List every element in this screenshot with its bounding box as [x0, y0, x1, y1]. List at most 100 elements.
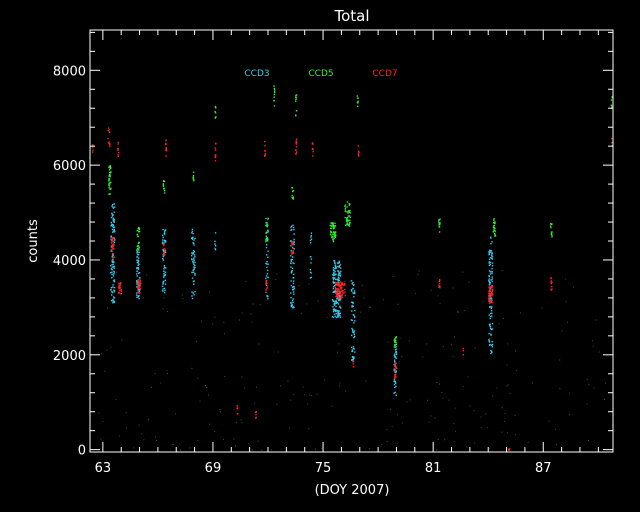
data-point [193, 242, 195, 245]
faint-point [507, 384, 509, 386]
data-point [353, 357, 355, 359]
data-point [332, 223, 334, 225]
faint-point [321, 448, 323, 450]
data-point [137, 228, 139, 230]
faint-point [381, 443, 383, 445]
data-point [113, 237, 115, 239]
data-point [462, 354, 464, 356]
data-point [194, 237, 196, 240]
data-point [332, 286, 335, 288]
data-point [336, 316, 338, 318]
data-point [336, 298, 338, 300]
data-point [488, 292, 490, 295]
data-point [347, 212, 349, 214]
data-point [492, 293, 494, 295]
faint-point [257, 440, 259, 442]
faint-point [448, 399, 450, 401]
data-point [394, 364, 396, 367]
data-point [266, 254, 268, 256]
data-point [490, 298, 493, 300]
data-point [108, 141, 110, 143]
data-point [191, 259, 193, 261]
data-point [335, 289, 337, 291]
data-point [339, 264, 342, 266]
data-point [489, 298, 492, 301]
data-point [113, 297, 116, 299]
faint-point [223, 438, 225, 440]
data-point [273, 89, 276, 91]
data-point [353, 290, 356, 292]
data-point [137, 268, 140, 270]
data-point [490, 295, 492, 297]
data-point [215, 116, 217, 118]
data-point [344, 209, 347, 211]
data-point [338, 281, 340, 283]
data-point [296, 94, 298, 96]
data-point [346, 220, 348, 223]
data-point [311, 143, 314, 145]
faint-point [287, 380, 289, 382]
data-point [110, 187, 112, 189]
data-point [491, 312, 493, 314]
data-point [192, 171, 195, 173]
data-point [491, 285, 493, 287]
data-point [438, 226, 440, 228]
data-point [489, 317, 491, 320]
data-point [138, 263, 140, 266]
faint-point [390, 408, 392, 410]
data-point [293, 306, 295, 309]
faint-point [515, 350, 516, 352]
data-point [293, 285, 295, 288]
faint-point [110, 346, 112, 348]
data-point [337, 296, 340, 298]
faint-point [492, 395, 494, 397]
data-point [312, 151, 314, 153]
data-point [266, 225, 268, 228]
faint-point [455, 430, 457, 432]
data-point [113, 240, 115, 242]
data-point [290, 245, 292, 247]
faint-point [197, 377, 199, 379]
data-point [353, 322, 355, 324]
legend-label-ccd7: CCD7 [372, 69, 397, 79]
data-point [393, 359, 396, 361]
data-point [110, 171, 112, 173]
data-point [194, 256, 196, 258]
data-point [163, 255, 165, 257]
data-point [337, 270, 340, 272]
data-point [162, 236, 164, 239]
data-point [344, 291, 346, 293]
data-point [264, 150, 267, 152]
data-point [193, 263, 195, 266]
faint-point [452, 287, 454, 289]
data-point [550, 226, 552, 229]
data-point [332, 287, 335, 290]
data-point [394, 380, 396, 383]
faint-point [386, 440, 388, 442]
data-point [344, 207, 347, 209]
data-point [393, 346, 396, 348]
data-point [138, 282, 140, 284]
data-point [611, 96, 613, 99]
data-point [109, 169, 111, 171]
data-point [332, 236, 334, 238]
faint-point [259, 304, 261, 306]
data-point [112, 204, 114, 206]
data-point [490, 305, 492, 308]
faint-point [224, 375, 226, 377]
data-point [136, 252, 138, 254]
data-point [394, 356, 397, 358]
data-point [491, 287, 493, 289]
data-point [493, 229, 495, 231]
data-point [344, 205, 346, 207]
data-point [339, 272, 341, 274]
data-point [551, 286, 553, 288]
faint-point [258, 343, 260, 345]
data-point [338, 266, 340, 268]
data-point [273, 99, 275, 102]
data-point [336, 295, 338, 298]
data-point [113, 230, 115, 232]
data-point [139, 288, 142, 290]
data-point [491, 346, 494, 348]
data-point [491, 272, 493, 275]
